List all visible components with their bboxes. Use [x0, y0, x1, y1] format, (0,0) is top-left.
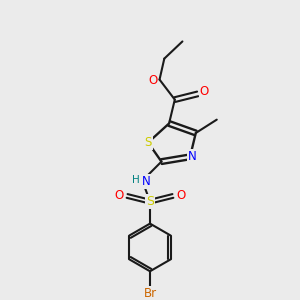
Text: O: O: [148, 74, 158, 87]
Text: N: N: [188, 150, 196, 163]
Text: Br: Br: [143, 287, 157, 300]
Text: O: O: [200, 85, 209, 98]
Text: S: S: [146, 195, 154, 208]
Text: O: O: [176, 189, 185, 203]
Text: O: O: [115, 189, 124, 203]
Text: S: S: [144, 136, 152, 149]
Text: N: N: [142, 175, 151, 188]
Text: H: H: [132, 175, 140, 185]
